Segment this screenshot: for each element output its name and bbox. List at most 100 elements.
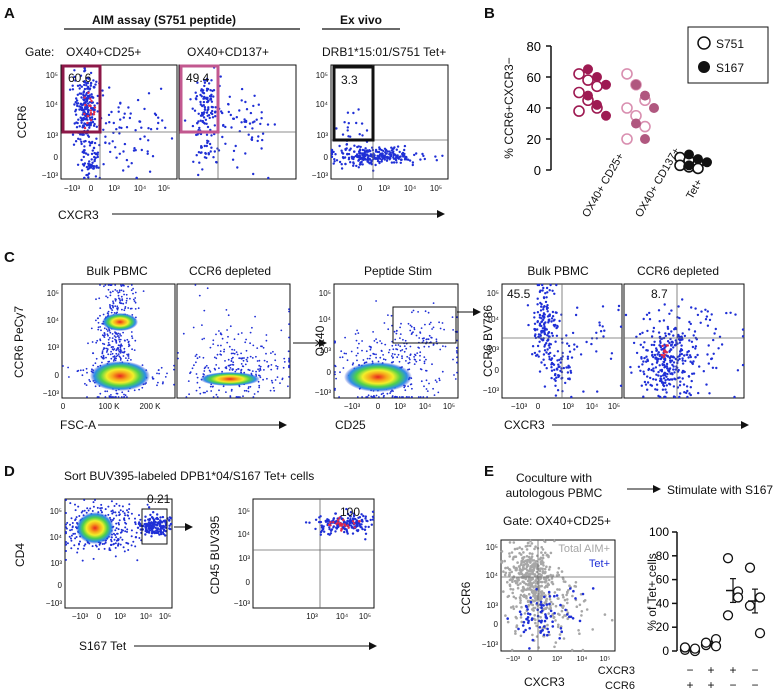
c1-upper-density: [102, 313, 138, 331]
event-dot: [519, 582, 522, 585]
e1-ytick-0: 10⁵: [486, 543, 498, 552]
event-dot: [97, 396, 100, 398]
event-dot: [258, 359, 261, 362]
event-dot: [574, 313, 578, 317]
event-dot: [91, 510, 94, 512]
event-dot: [219, 353, 222, 356]
event-dot: [210, 100, 214, 103]
event-dot: [534, 354, 538, 357]
event-dot: [532, 569, 535, 572]
event-dot: [393, 146, 396, 149]
event-dot: [344, 521, 347, 524]
event-dot: [551, 620, 554, 623]
event-dot: [358, 148, 362, 151]
event-dot: [506, 580, 509, 584]
event-dot: [209, 385, 212, 388]
event-dot: [169, 522, 173, 526]
event-dot: [107, 334, 109, 337]
event-dot: [538, 350, 541, 353]
event-dot: [188, 393, 191, 396]
event-dot: [541, 329, 545, 333]
event-dot: [240, 363, 243, 365]
event-dot: [543, 363, 546, 367]
event-dot: [114, 357, 116, 359]
event-dot: [221, 135, 224, 139]
event-dot: [170, 137, 174, 140]
event-dot: [641, 331, 644, 334]
event-dot: [334, 340, 336, 343]
event-dot: [199, 392, 202, 395]
event-dot: [109, 549, 112, 552]
event-dot: [426, 338, 428, 340]
event-dot: [229, 325, 232, 328]
e2-ytick-label: 60: [656, 573, 670, 587]
event-dot: [339, 356, 341, 359]
event-dot: [610, 352, 614, 355]
event-dot: [164, 521, 167, 524]
event-dot: [528, 627, 531, 630]
event-dot: [456, 361, 458, 364]
event-dot: [547, 583, 550, 587]
b-point-s167: [601, 110, 611, 121]
d1-xtick-0: −10³: [72, 612, 89, 621]
event-dot: [560, 609, 564, 613]
event-dot: [281, 377, 284, 380]
panel-e: E Coculture with autologous PBMC Stimula…: [459, 463, 773, 692]
ytick-a1-4: −10³: [42, 171, 59, 180]
event-dot: [382, 396, 385, 398]
event-dot: [95, 125, 99, 128]
event-dot: [232, 361, 235, 364]
event-dot: [405, 156, 408, 159]
event-dot: [566, 613, 569, 616]
event-dot: [403, 158, 407, 161]
event-dot: [525, 555, 529, 558]
event-dot: [224, 366, 227, 369]
event-dot: [512, 607, 516, 611]
event-dot: [523, 560, 526, 563]
legend-s751-marker: [697, 36, 711, 50]
event-dot: [80, 169, 84, 172]
event-dot: [94, 362, 97, 365]
event-dot: [112, 532, 115, 535]
plot-c5-frame: [623, 283, 745, 399]
event-dot: [549, 283, 552, 287]
event-dot: [361, 340, 363, 342]
b-y-axis-label: % CCR6+CXCR3−: [502, 57, 516, 158]
event-dot: [74, 113, 78, 116]
panel-d: D Sort BUV395-labeled DPB1*04/S167 Tet+ …: [4, 463, 377, 653]
event-dot: [538, 313, 542, 317]
event-dot: [393, 330, 396, 333]
event-dot: [435, 338, 438, 341]
event-dot: [115, 522, 118, 525]
event-dot: [71, 526, 74, 529]
event-dot: [365, 350, 368, 353]
event-dot: [125, 541, 128, 544]
event-dot: [334, 512, 337, 515]
event-dot: [542, 313, 546, 316]
event-dot: [531, 633, 534, 637]
event-dot: [642, 395, 645, 398]
event-dot: [401, 355, 403, 358]
event-dot: [423, 157, 426, 161]
c1-xtick-1: 100 K: [99, 402, 121, 411]
event-dot: [670, 359, 674, 362]
event-dot: [161, 515, 165, 519]
event-dot: [538, 580, 542, 584]
event-dot: [559, 369, 562, 373]
event-dot: [352, 111, 355, 115]
dots-a3: [330, 108, 444, 172]
event-dot: [454, 378, 457, 380]
event-dot: [411, 311, 413, 314]
event-dot: [343, 121, 346, 124]
event-dot: [247, 386, 250, 388]
event-dot: [530, 542, 534, 545]
event-dot: [508, 571, 511, 575]
event-dot: [65, 558, 67, 561]
event-dot: [126, 353, 128, 356]
event-dot: [205, 144, 208, 148]
event-dot: [127, 542, 130, 545]
event-dot: [204, 79, 208, 82]
event-dot: [539, 289, 542, 292]
event-dot: [558, 319, 561, 323]
event-dot: [712, 352, 715, 355]
